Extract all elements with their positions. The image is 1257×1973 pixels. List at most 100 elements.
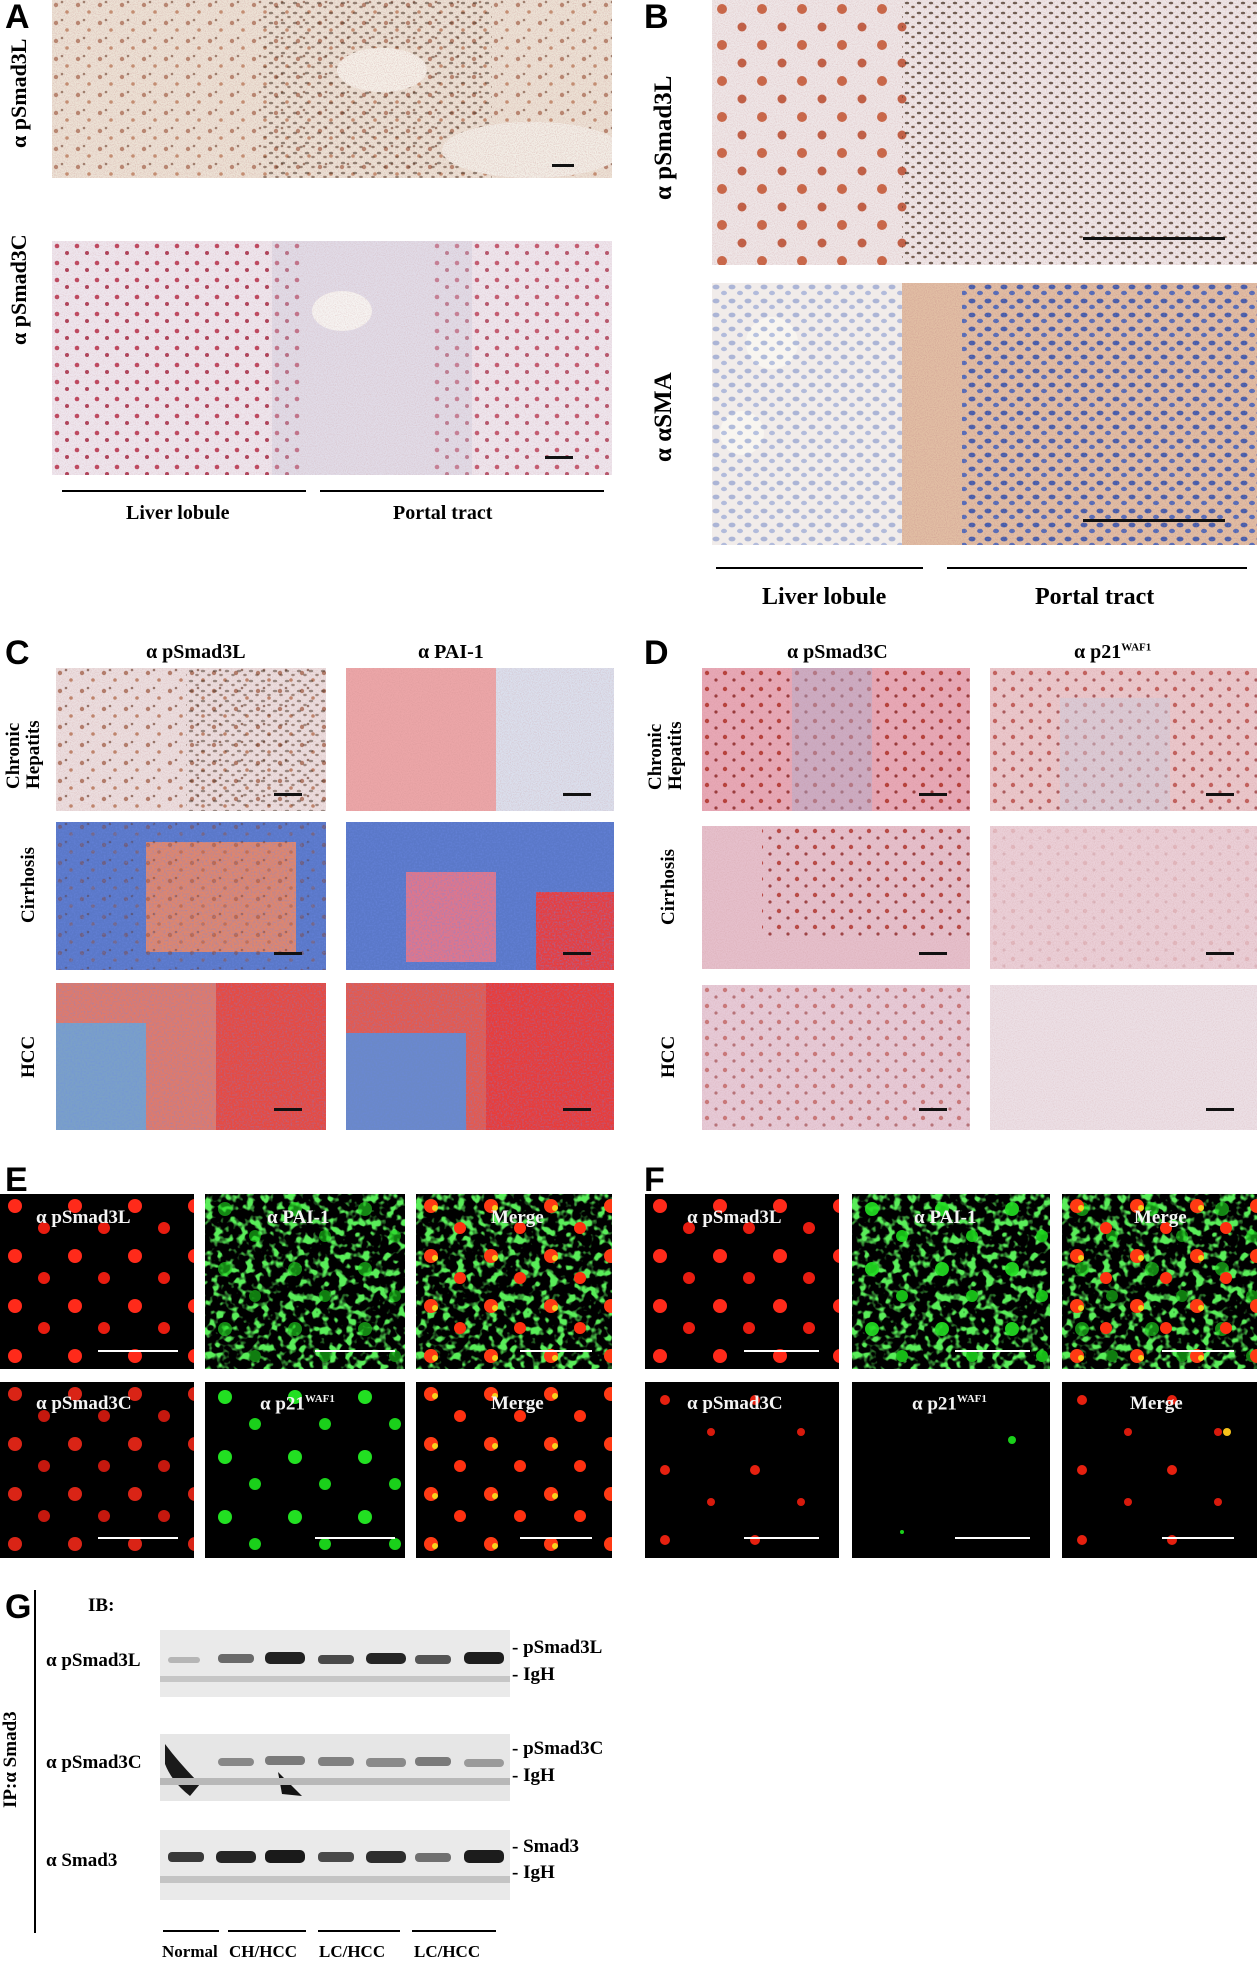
panel-g-blot3-band-1: - Smad3 xyxy=(512,1836,580,1857)
panel-d-scale-bar-2 xyxy=(1206,793,1234,796)
panel-d-cirrhosis-p21 xyxy=(990,826,1257,969)
panel-e-label-pai1: α PAI-1 xyxy=(267,1207,330,1228)
panel-d-ch-psmad3c xyxy=(702,668,970,811)
panel-g-blot3-band-2-text: IgH xyxy=(523,1862,555,1883)
panel-g-blot3-image xyxy=(160,1830,510,1900)
panel-f-letter: F xyxy=(644,1161,665,1199)
panel-g-blot2-band-1-text: pSmad3C xyxy=(523,1738,604,1759)
panel-g-blot2-band-2-text: IgH xyxy=(523,1765,555,1786)
panel-g-lane-ch-hcc: CH/HCC xyxy=(229,1942,297,1961)
panel-a-scale-bar-2 xyxy=(545,456,573,459)
panel-g-lane-rule-1 xyxy=(163,1930,219,1932)
panel-g-ip-label: IP:α Smad3 xyxy=(0,1711,21,1808)
panel-f-label-p21-sup: WAF1 xyxy=(956,1393,987,1405)
panel-e-label-p21: α p21WAF1 xyxy=(260,1393,335,1415)
panel-a-lobule-rule xyxy=(62,490,306,492)
panel-a-psmad3c-micrograph xyxy=(52,241,612,475)
panel-f-label-pai1: α PAI-1 xyxy=(914,1207,977,1228)
panel-c-hcc-psmad3l xyxy=(56,983,326,1130)
panel-b-row-label-1: α pSmad3L xyxy=(650,75,677,200)
panel-d-scale-bar-3 xyxy=(919,952,947,955)
panel-g-lane-rule-2 xyxy=(228,1930,306,1932)
panel-c-hcc-pai1 xyxy=(346,983,614,1130)
panel-f-scale-bar-5 xyxy=(955,1537,1030,1539)
panel-f-psmad3c-fluor xyxy=(645,1382,839,1558)
panel-d-row-label-1: Chronic Hepatits xyxy=(645,721,686,790)
panel-b-scale-bar-1 xyxy=(1083,237,1225,240)
panel-f-scale-bar-4 xyxy=(744,1537,819,1539)
panel-c-row-label-3: HCC xyxy=(18,1035,39,1078)
panel-c-col-label-1: α pSmad3L xyxy=(146,641,246,663)
panel-g-blot1-image xyxy=(160,1630,510,1697)
panel-g-ib-label: IB: xyxy=(88,1595,115,1616)
panel-c-scale-bar-2 xyxy=(563,793,591,796)
panel-d-col-label-1: α pSmad3C xyxy=(787,641,888,663)
panel-c-scale-bar-5 xyxy=(274,1108,302,1111)
panel-c-scale-bar-1 xyxy=(274,793,302,796)
panel-b-asma-micrograph xyxy=(712,283,1257,545)
panel-f-label-p21-text: α p21 xyxy=(912,1393,957,1415)
panel-g-lane-lc-hcc-1: LC/HCC xyxy=(319,1942,386,1961)
panel-c-scale-bar-4 xyxy=(563,952,591,955)
panel-f-label-merge-top: Merge xyxy=(1134,1207,1187,1228)
panel-g-blot1-band-1-text: pSmad3L xyxy=(523,1637,603,1658)
panel-c-scale-bar-6 xyxy=(563,1108,591,1111)
panel-d-scale-bar-4 xyxy=(1206,952,1234,955)
panel-a-row-label-1: α pSmad3L xyxy=(6,38,31,148)
panel-d-scale-bar-1 xyxy=(919,793,947,796)
panel-e-label-p21-sup: WAF1 xyxy=(304,1393,335,1405)
panel-f-merge-top xyxy=(1062,1194,1257,1369)
panel-a-row-label-2: α pSmad3C xyxy=(6,234,31,345)
panel-e-scale-bar-5 xyxy=(315,1537,395,1539)
panel-d-row-label-2: Cirrhosis xyxy=(658,849,679,925)
panel-c-col-label-2: α PAI-1 xyxy=(418,641,484,663)
panel-g-blot1-band-1: - pSmad3L xyxy=(512,1637,603,1658)
panel-g-lane-rule-3 xyxy=(318,1930,400,1932)
panel-e-pai1-fluor xyxy=(205,1194,405,1369)
panel-f-label-p21: α p21WAF1 xyxy=(912,1393,987,1415)
panel-b-scale-bar-2 xyxy=(1083,519,1225,522)
panel-g-blot1-antibody: α pSmad3L xyxy=(46,1650,141,1671)
panel-e-scale-bar-2 xyxy=(315,1350,395,1352)
panel-g-blot2-image xyxy=(160,1734,510,1801)
panel-c-scale-bar-3 xyxy=(274,952,302,955)
panel-b-letter: B xyxy=(644,0,669,36)
panel-b-region-lobule: Liver lobule xyxy=(762,584,887,610)
panel-b-row-label-2: α αSMA xyxy=(650,372,677,462)
panel-e-label-psmad3l: α pSmad3L xyxy=(36,1207,131,1228)
panel-g-blot3-band-1-text: Smad3 xyxy=(523,1836,580,1857)
panel-g-blot3-antibody: α Smad3 xyxy=(46,1850,118,1871)
panel-c-cirrhosis-pai1 xyxy=(346,822,614,970)
panel-e-scale-bar-6 xyxy=(520,1537,592,1539)
panel-g-blot1-band-2-text: IgH xyxy=(523,1664,555,1685)
panel-f-scale-bar-6 xyxy=(1162,1537,1234,1539)
panel-e-label-merge-bottom: Merge xyxy=(491,1393,544,1414)
panel-g-ip-bracket xyxy=(34,1590,36,1933)
panel-c-row-label-2: Cirrhosis xyxy=(18,847,39,923)
panel-a-portal-rule xyxy=(320,490,604,492)
panel-a-scale-bar-1 xyxy=(552,164,574,167)
panel-f-pai1-fluor xyxy=(852,1194,1050,1369)
panel-d-col-label-2: α p21WAF1 xyxy=(1074,641,1151,664)
panel-c-ch-pai1 xyxy=(346,668,614,811)
panel-g-lane-lc-hcc-2: LC/HCC xyxy=(414,1942,481,1961)
panel-d-ch-p21 xyxy=(990,668,1257,811)
panel-f-psmad3l-fluor xyxy=(645,1194,839,1369)
panel-e-merge-top xyxy=(416,1194,612,1369)
panel-b-portal-rule xyxy=(947,567,1247,569)
panel-f-scale-bar-3 xyxy=(1162,1350,1234,1352)
panel-d-row-label-3: HCC xyxy=(658,1035,679,1078)
panel-e-label-p21-text: α p21 xyxy=(260,1393,305,1415)
panel-g-letter: G xyxy=(5,1588,32,1626)
panel-g-blot3-band-2: - IgH xyxy=(512,1862,555,1883)
panel-e-letter: E xyxy=(5,1161,28,1199)
panel-g-lane-normal: Normal xyxy=(162,1942,218,1961)
panel-g-blot2-band-2: - IgH xyxy=(512,1765,555,1786)
panel-f-scale-bar-2 xyxy=(955,1350,1030,1352)
panel-b-lobule-rule xyxy=(716,567,923,569)
panel-c-letter: C xyxy=(5,634,30,672)
panel-b-region-portal: Portal tract xyxy=(1035,584,1155,610)
panel-e-scale-bar-1 xyxy=(98,1350,178,1352)
panel-e-scale-bar-3 xyxy=(520,1350,592,1352)
panel-e-label-merge-top: Merge xyxy=(491,1207,544,1228)
